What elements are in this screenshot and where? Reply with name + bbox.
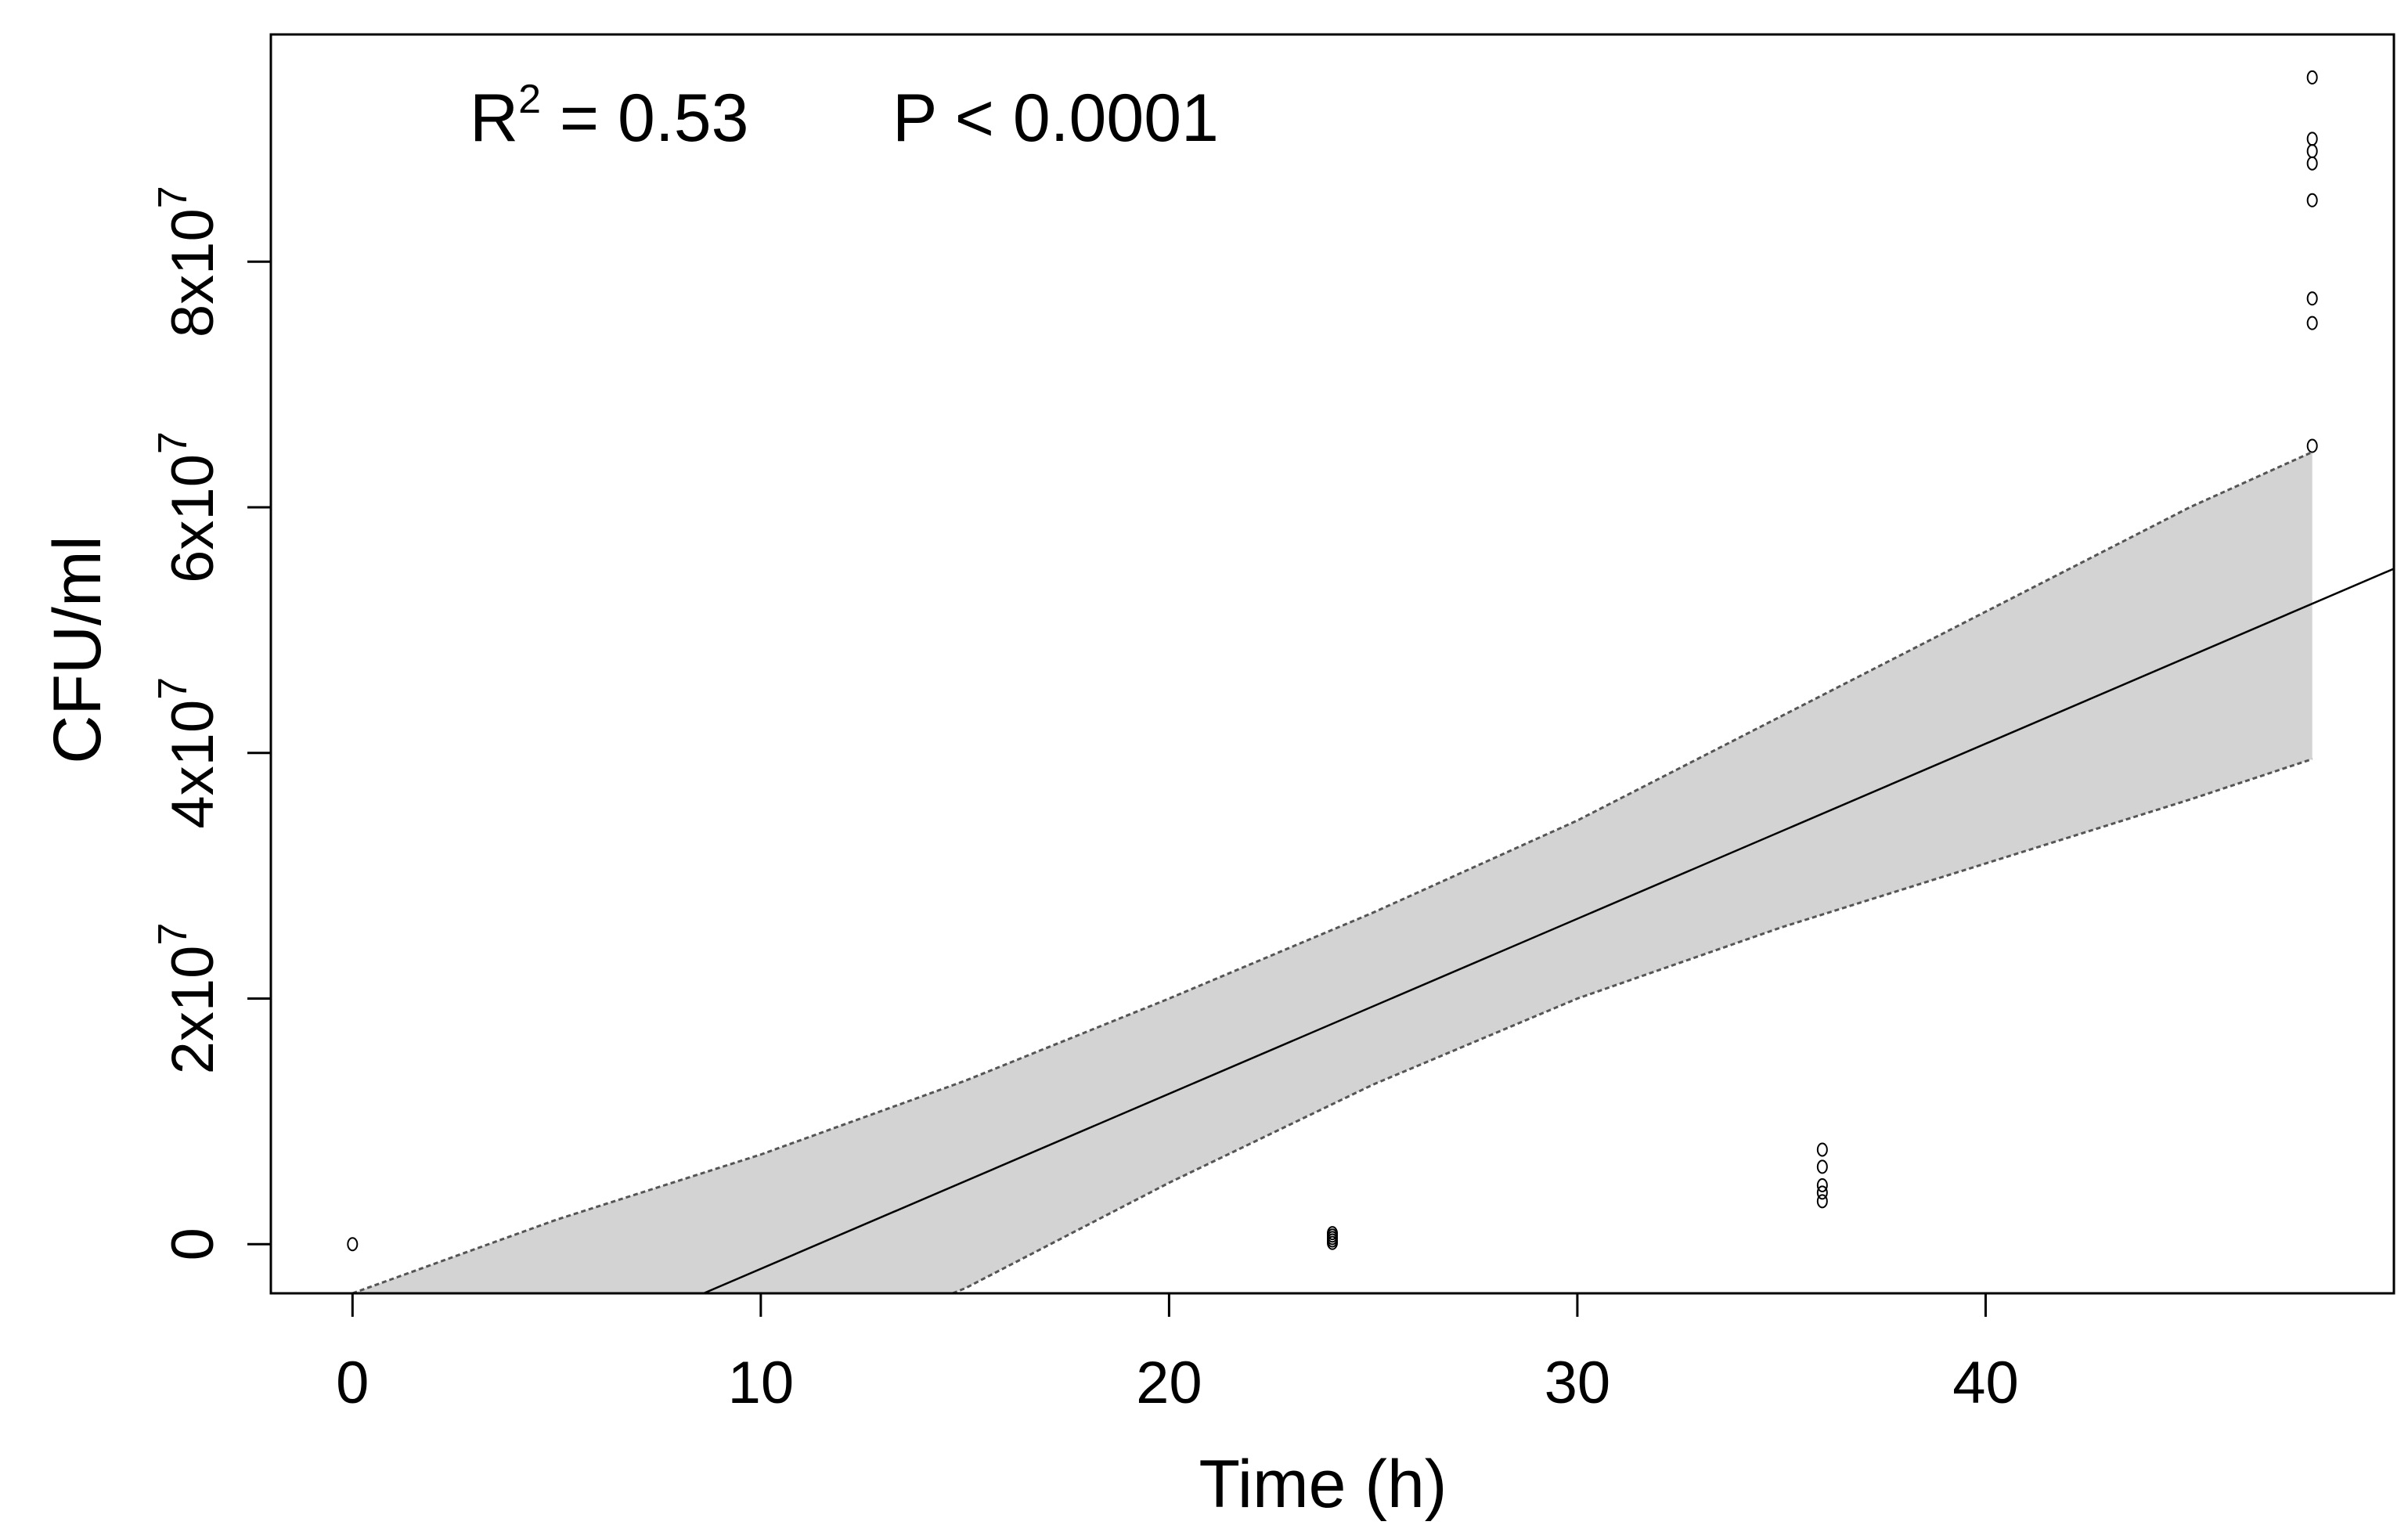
p-value-annotation: P < 0.0001 (892, 81, 1219, 156)
data-point (2306, 70, 2318, 85)
upper-band-edge (351, 451, 2313, 1295)
r-label: R (470, 81, 518, 156)
x-tick-label: 30 (1545, 1350, 1611, 1416)
data-points (347, 70, 2318, 1252)
x-tick-label: 0 (336, 1350, 369, 1416)
plot-frame (269, 33, 2395, 1295)
x-tick-label: 20 (1136, 1350, 1202, 1416)
y-tick-label: 6x107 (150, 431, 226, 583)
confidence-band (351, 451, 2313, 1295)
data-point (1816, 1159, 1828, 1174)
data-point (1816, 1194, 1828, 1209)
data-point (2306, 315, 2318, 330)
data-point (2306, 193, 2318, 207)
data-point (1327, 1226, 1338, 1241)
confidence-band-fill (352, 452, 2312, 1293)
x-axis-title: Time (h) (1199, 1447, 1447, 1522)
r-squared-annotation: R2 = 0.53 (470, 77, 748, 156)
x-tick-label: 10 (728, 1350, 795, 1416)
data-point (347, 1237, 359, 1252)
data-point (2306, 132, 2318, 146)
r-value: = 0.53 (541, 81, 748, 156)
y-tick-label: 4x107 (150, 677, 226, 829)
lower-band-edge (952, 758, 2313, 1295)
data-point (1816, 1142, 1828, 1157)
x-tick-label: 40 (1952, 1350, 2019, 1416)
data-point (1816, 1177, 1828, 1192)
r-exponent: 2 (518, 77, 541, 122)
fit-line (703, 568, 2395, 1295)
regression-line (703, 568, 2395, 1295)
data-point (2306, 291, 2318, 306)
y-tick-label: 0 (160, 1228, 226, 1260)
data-point (1816, 1185, 1828, 1200)
y-tick-label: 2x107 (150, 923, 226, 1075)
y-tick-label: 8x107 (150, 186, 226, 337)
axes: 0 10 20 30 40 0 2x107 4x107 6x107 8x107 (150, 186, 2019, 1416)
data-point (2306, 438, 2318, 453)
y-axis-title: CFU/ml (40, 535, 115, 763)
